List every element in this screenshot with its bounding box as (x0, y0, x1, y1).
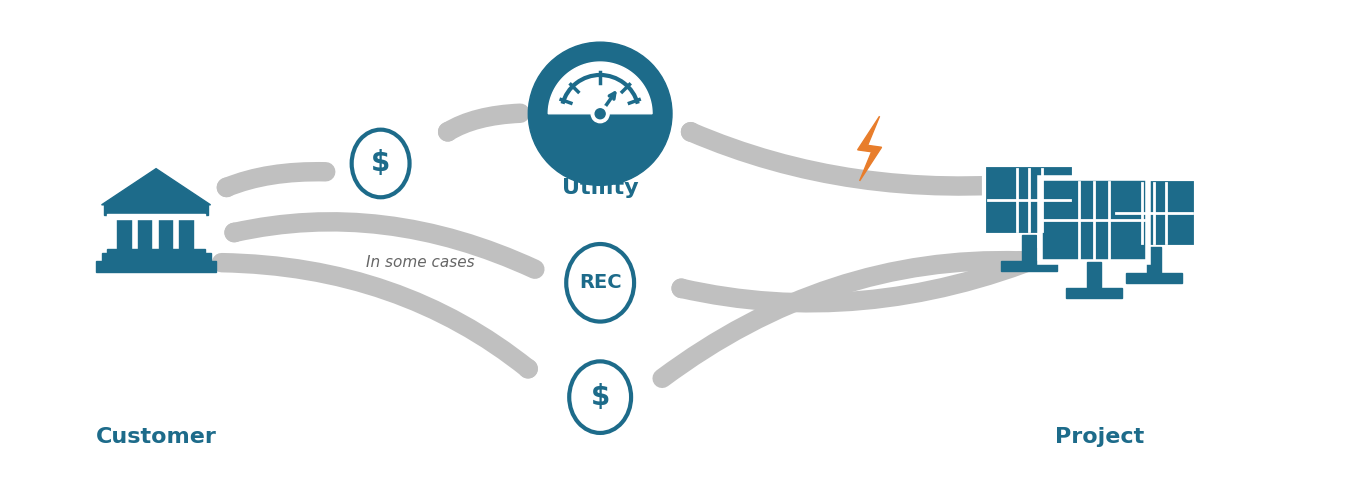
Circle shape (591, 105, 609, 123)
FancyBboxPatch shape (1022, 235, 1037, 263)
FancyBboxPatch shape (1087, 262, 1102, 290)
Text: Customer: Customer (96, 427, 216, 447)
FancyArrowPatch shape (690, 132, 1040, 186)
FancyBboxPatch shape (104, 204, 208, 215)
FancyBboxPatch shape (138, 218, 151, 250)
FancyArrowPatch shape (227, 172, 325, 188)
FancyBboxPatch shape (96, 261, 216, 272)
FancyBboxPatch shape (1066, 288, 1122, 298)
FancyBboxPatch shape (117, 218, 131, 250)
FancyBboxPatch shape (107, 249, 205, 254)
FancyBboxPatch shape (984, 166, 1075, 235)
FancyBboxPatch shape (180, 218, 193, 250)
Polygon shape (548, 62, 652, 114)
Text: $: $ (590, 383, 610, 411)
FancyBboxPatch shape (1041, 178, 1148, 262)
Circle shape (528, 42, 672, 185)
Text: Utility: Utility (562, 178, 639, 198)
Text: Project: Project (1054, 427, 1143, 447)
FancyArrowPatch shape (234, 222, 535, 269)
FancyArrowPatch shape (662, 261, 1021, 378)
FancyBboxPatch shape (1002, 261, 1057, 271)
Polygon shape (101, 169, 211, 205)
Polygon shape (857, 116, 882, 181)
FancyBboxPatch shape (107, 213, 205, 219)
FancyArrowPatch shape (221, 263, 528, 369)
Ellipse shape (351, 130, 409, 197)
FancyBboxPatch shape (101, 253, 211, 262)
Ellipse shape (566, 244, 634, 321)
FancyBboxPatch shape (1148, 247, 1161, 275)
FancyBboxPatch shape (1126, 273, 1183, 283)
FancyArrowPatch shape (448, 113, 520, 132)
Circle shape (595, 109, 605, 119)
Ellipse shape (570, 361, 630, 433)
Text: $: $ (371, 149, 390, 177)
Text: In some cases: In some cases (366, 255, 475, 270)
FancyBboxPatch shape (1111, 179, 1196, 247)
FancyBboxPatch shape (159, 218, 173, 250)
FancyArrowPatch shape (682, 255, 1046, 303)
Text: REC: REC (579, 273, 621, 292)
